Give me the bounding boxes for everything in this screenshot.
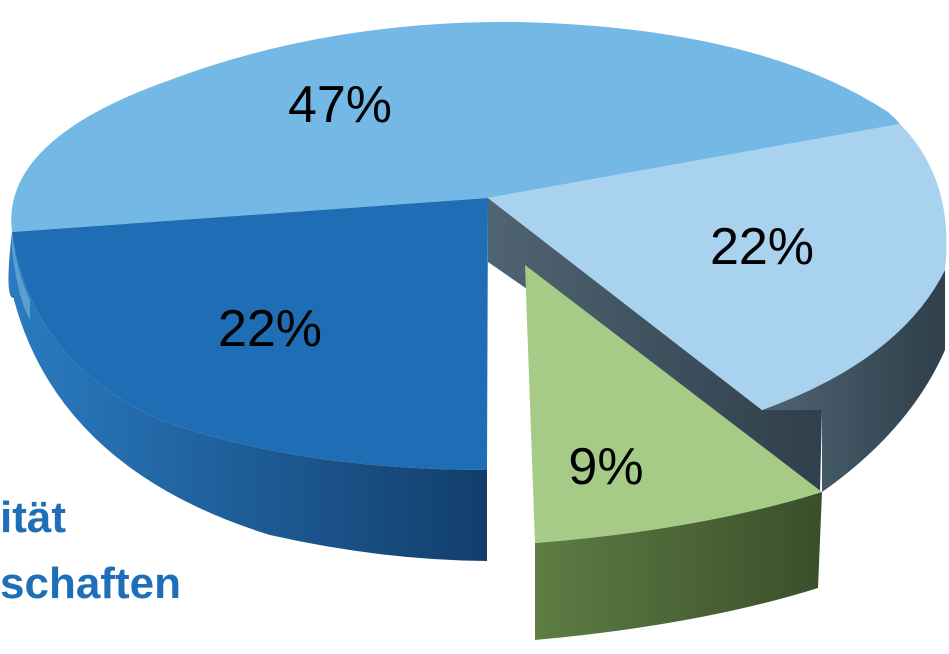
pie-side-walls <box>8 198 945 640</box>
slice-22a-top <box>12 198 488 470</box>
fragment-line-2: schaften <box>0 559 181 608</box>
slice-label-47: 47% <box>288 76 392 134</box>
slice-label-9: 9% <box>568 438 643 496</box>
slice-47-rim <box>12 232 30 320</box>
slice-9-side <box>535 492 822 640</box>
fragment-line-1: ität <box>0 493 66 542</box>
slice-47-top <box>11 21 900 232</box>
slice-22a-side <box>8 232 487 561</box>
slice-label-22b: 22% <box>710 218 814 276</box>
slice-9-top <box>525 265 822 543</box>
slice-22b-top <box>488 124 947 410</box>
slice-22b-side <box>488 198 822 492</box>
cropped-text-fragments: ität schaften <box>0 493 181 608</box>
pie-top-faces <box>11 21 947 543</box>
slice-label-22a: 22% <box>218 300 322 358</box>
slice-labels: 47% 22% 9% 22% <box>218 76 814 496</box>
slice-22b-rim <box>762 270 945 492</box>
